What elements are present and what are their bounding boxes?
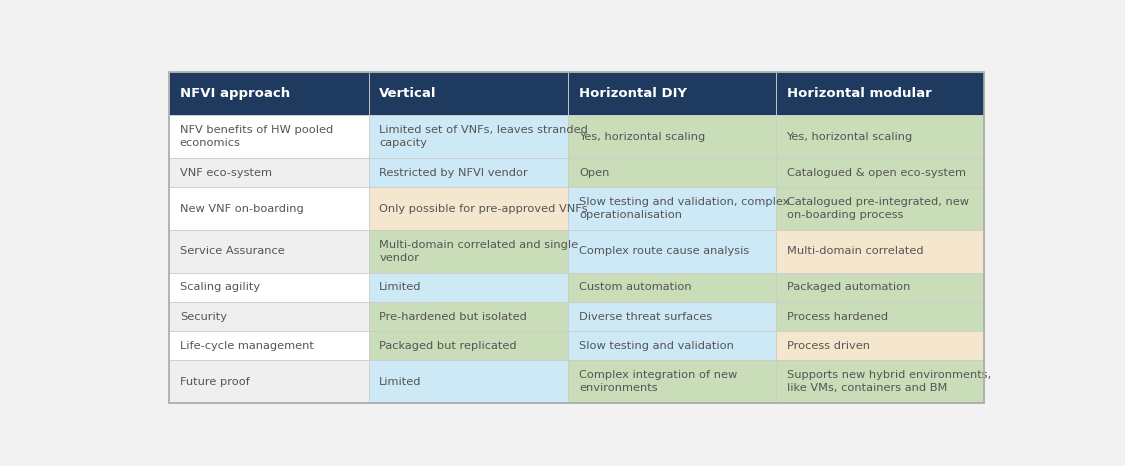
Bar — [568, 302, 776, 331]
Bar — [776, 273, 983, 302]
Bar — [568, 115, 776, 158]
Text: Slow testing and validation, complex
operationalisation: Slow testing and validation, complex ope… — [579, 197, 790, 220]
Text: Vertical: Vertical — [379, 87, 436, 100]
Bar — [170, 331, 369, 360]
Text: Horizontal DIY: Horizontal DIY — [579, 87, 687, 100]
Bar — [369, 302, 568, 331]
Text: Life-cycle management: Life-cycle management — [180, 341, 314, 351]
Bar — [170, 72, 369, 115]
Bar — [170, 302, 369, 331]
Text: Multi-domain correlated: Multi-domain correlated — [786, 247, 924, 256]
Bar — [568, 331, 776, 360]
Text: VNF eco-system: VNF eco-system — [180, 168, 272, 178]
Bar — [568, 360, 776, 403]
Text: Catalogued & open eco-system: Catalogued & open eco-system — [786, 168, 965, 178]
Bar — [776, 230, 983, 273]
Text: Restricted by NFVI vendor: Restricted by NFVI vendor — [379, 168, 528, 178]
Bar — [568, 158, 776, 187]
Text: Multi-domain correlated and single
vendor: Multi-domain correlated and single vendo… — [379, 240, 578, 263]
Bar — [776, 302, 983, 331]
Text: Only possible for pre-approved VNFs: Only possible for pre-approved VNFs — [379, 204, 588, 213]
Text: Limited set of VNFs, leaves stranded
capacity: Limited set of VNFs, leaves stranded cap… — [379, 125, 588, 148]
Bar — [568, 187, 776, 230]
Bar — [170, 273, 369, 302]
Text: Limited: Limited — [379, 282, 422, 293]
Bar — [776, 360, 983, 403]
Bar — [369, 187, 568, 230]
Text: Complex route cause analysis: Complex route cause analysis — [579, 247, 749, 256]
Text: Diverse threat surfaces: Diverse threat surfaces — [579, 312, 712, 322]
Text: New VNF on-boarding: New VNF on-boarding — [180, 204, 304, 213]
Text: Complex integration of new
environments: Complex integration of new environments — [579, 370, 737, 393]
Text: Process hardened: Process hardened — [786, 312, 888, 322]
Text: Yes, horizontal scaling: Yes, horizontal scaling — [579, 131, 705, 142]
Bar — [369, 158, 568, 187]
Bar — [369, 360, 568, 403]
Text: Custom automation: Custom automation — [579, 282, 692, 293]
Text: Slow testing and validation: Slow testing and validation — [579, 341, 734, 351]
Text: Packaged automation: Packaged automation — [786, 282, 910, 293]
Text: Horizontal modular: Horizontal modular — [786, 87, 932, 100]
Text: Pre-hardened but isolated: Pre-hardened but isolated — [379, 312, 528, 322]
Bar — [369, 115, 568, 158]
Bar — [170, 230, 369, 273]
Bar — [170, 360, 369, 403]
Bar — [369, 72, 568, 115]
Text: Scaling agility: Scaling agility — [180, 282, 260, 293]
Bar — [776, 72, 983, 115]
Text: NFV benefits of HW pooled
economics: NFV benefits of HW pooled economics — [180, 125, 333, 148]
Text: Packaged but replicated: Packaged but replicated — [379, 341, 518, 351]
Text: Security: Security — [180, 312, 227, 322]
Bar — [369, 230, 568, 273]
Bar — [776, 331, 983, 360]
Bar — [369, 331, 568, 360]
Bar — [369, 273, 568, 302]
Bar — [776, 115, 983, 158]
Text: Service Assurance: Service Assurance — [180, 247, 285, 256]
Text: Supports new hybrid environments,
like VMs, containers and BM: Supports new hybrid environments, like V… — [786, 370, 991, 393]
Text: Yes, horizontal scaling: Yes, horizontal scaling — [786, 131, 912, 142]
Bar — [170, 115, 369, 158]
Text: Open: Open — [579, 168, 610, 178]
Text: Catalogued pre-integrated, new
on-boarding process: Catalogued pre-integrated, new on-boardi… — [786, 197, 969, 220]
Text: NFVI approach: NFVI approach — [180, 87, 290, 100]
Bar — [170, 187, 369, 230]
Text: Limited: Limited — [379, 377, 422, 387]
Bar — [776, 158, 983, 187]
Bar — [776, 187, 983, 230]
Text: Process driven: Process driven — [786, 341, 870, 351]
Bar — [170, 158, 369, 187]
Text: Future proof: Future proof — [180, 377, 250, 387]
Bar — [568, 273, 776, 302]
Bar — [568, 230, 776, 273]
Bar — [568, 72, 776, 115]
